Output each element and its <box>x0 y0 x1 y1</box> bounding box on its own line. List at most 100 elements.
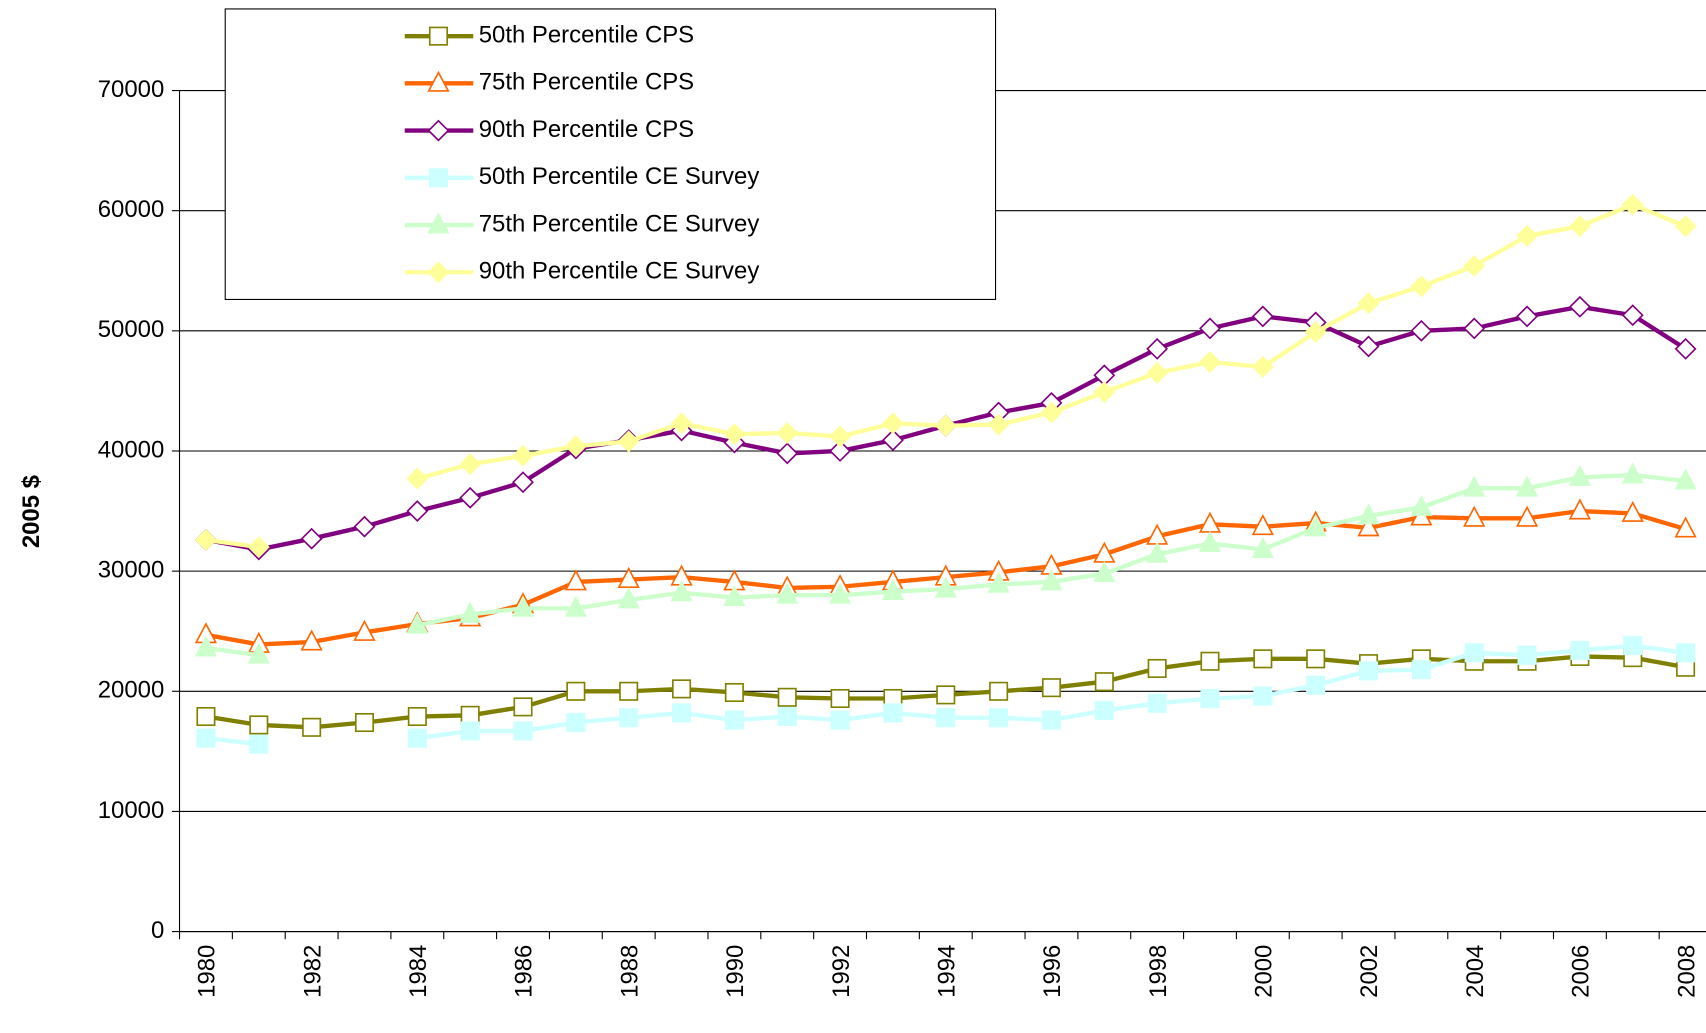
series <box>194 462 1697 664</box>
marker <box>406 612 429 634</box>
marker <box>564 569 588 591</box>
marker <box>1040 401 1063 424</box>
marker <box>1515 505 1539 527</box>
marker <box>1517 645 1537 665</box>
x-tick-label: 1980 <box>194 945 221 998</box>
marker <box>1199 317 1221 340</box>
marker <box>1411 660 1431 680</box>
x-tick-label: 1992 <box>828 945 855 998</box>
marker <box>1516 224 1539 247</box>
x-tick-label: 1994 <box>933 945 960 998</box>
marker <box>830 688 850 709</box>
marker <box>1041 678 1061 698</box>
marker <box>194 528 217 551</box>
marker <box>1463 255 1486 277</box>
marker <box>1041 710 1061 730</box>
marker <box>670 412 693 435</box>
series <box>194 193 1697 559</box>
marker <box>1146 337 1169 360</box>
marker <box>1146 541 1169 563</box>
marker <box>1621 462 1644 484</box>
marker <box>881 412 904 435</box>
marker <box>196 728 216 748</box>
marker <box>883 703 903 723</box>
marker <box>776 582 799 604</box>
marker <box>300 629 323 651</box>
marker <box>776 422 799 444</box>
marker <box>1251 355 1274 378</box>
marker <box>1306 649 1326 669</box>
marker <box>1357 292 1380 315</box>
marker <box>1410 319 1433 342</box>
marker <box>564 435 587 458</box>
marker <box>1568 215 1591 238</box>
legend-marker <box>427 119 450 142</box>
marker <box>564 595 588 617</box>
marker <box>1674 215 1697 238</box>
marker <box>617 566 640 588</box>
marker <box>566 712 586 733</box>
marker <box>512 471 534 494</box>
marker <box>1357 335 1380 358</box>
legend-marker <box>428 168 448 188</box>
marker <box>249 734 269 754</box>
marker <box>513 721 533 741</box>
marker <box>670 580 693 602</box>
marker <box>1199 351 1221 374</box>
marker <box>1621 304 1644 327</box>
marker <box>1568 295 1591 318</box>
x-tick-label: 1986 <box>511 945 538 998</box>
x-tick-label: 1990 <box>722 945 749 998</box>
x-tick-label: 1984 <box>405 945 432 998</box>
marker <box>1676 643 1696 663</box>
marker <box>460 721 480 741</box>
marker <box>1198 530 1222 552</box>
legend-label: 75th Percentile CPS <box>479 69 694 96</box>
marker <box>407 706 427 727</box>
marker <box>881 578 905 600</box>
marker <box>724 682 744 703</box>
marker <box>459 453 482 476</box>
marker <box>1410 494 1433 516</box>
marker <box>1147 658 1167 678</box>
marker <box>1674 337 1697 360</box>
x-tick-label: 2004 <box>1462 945 1489 998</box>
marker <box>987 413 1010 436</box>
x-tick-label: 1988 <box>616 945 643 998</box>
marker <box>247 536 270 559</box>
marker <box>513 697 533 717</box>
marker <box>1516 305 1539 328</box>
x-tick-label: 2006 <box>1568 945 1595 998</box>
x-tick-label: 2002 <box>1356 945 1383 998</box>
marker <box>617 430 640 453</box>
marker <box>459 601 482 623</box>
x-tick-label: 1998 <box>1145 945 1172 998</box>
legend-marker <box>427 70 450 92</box>
marker <box>1357 503 1380 525</box>
marker <box>881 429 904 452</box>
legend-marker <box>428 26 448 46</box>
series <box>196 636 1696 754</box>
marker <box>1463 317 1486 340</box>
y-tick-label: 30000 <box>98 556 165 583</box>
marker <box>566 681 586 701</box>
legend-box <box>224 8 997 300</box>
axes: 0 10000 20000 30000 40000 50000 60000 70000 1980… <box>98 76 1706 998</box>
y-tick-label: 60000 <box>98 196 165 223</box>
marker <box>1040 569 1063 591</box>
legend-label: 50th Percentile CE Survey <box>479 163 760 190</box>
marker <box>776 442 799 465</box>
y-tick-label: 50000 <box>98 316 165 343</box>
marker <box>1304 321 1327 343</box>
marker <box>830 710 850 730</box>
x-tick-label: 1996 <box>1039 945 1066 998</box>
marker <box>1621 500 1644 522</box>
y-tick-label: 40000 <box>98 436 165 463</box>
marker <box>989 708 1009 728</box>
marker <box>1674 468 1697 490</box>
legend-marker <box>427 212 450 234</box>
marker <box>1253 649 1273 669</box>
y-tick-label: 0 <box>151 917 164 944</box>
marker <box>828 582 852 604</box>
